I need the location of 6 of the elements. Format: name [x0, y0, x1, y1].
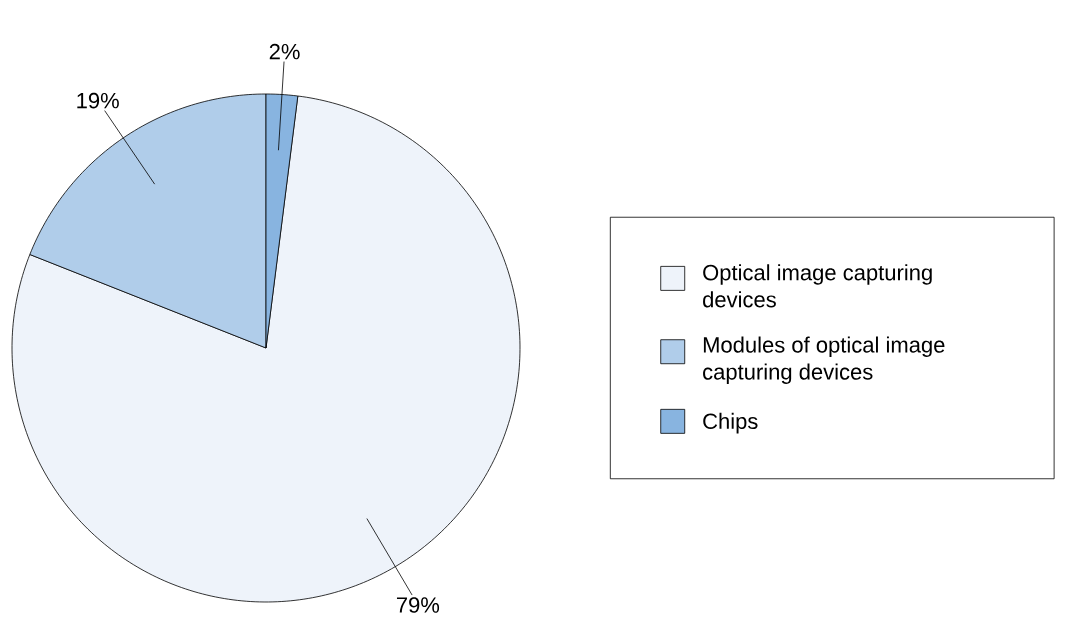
data-label: 79%: [396, 597, 440, 613]
legend-label: Optical image capturing devices: [703, 264, 932, 308]
data-label: 2%: [269, 43, 300, 60]
data-label: 19%: [77, 92, 119, 109]
legend-label: Modules of optical image capturing devices: [703, 336, 945, 385]
legend-label: Chips: [703, 412, 758, 434]
